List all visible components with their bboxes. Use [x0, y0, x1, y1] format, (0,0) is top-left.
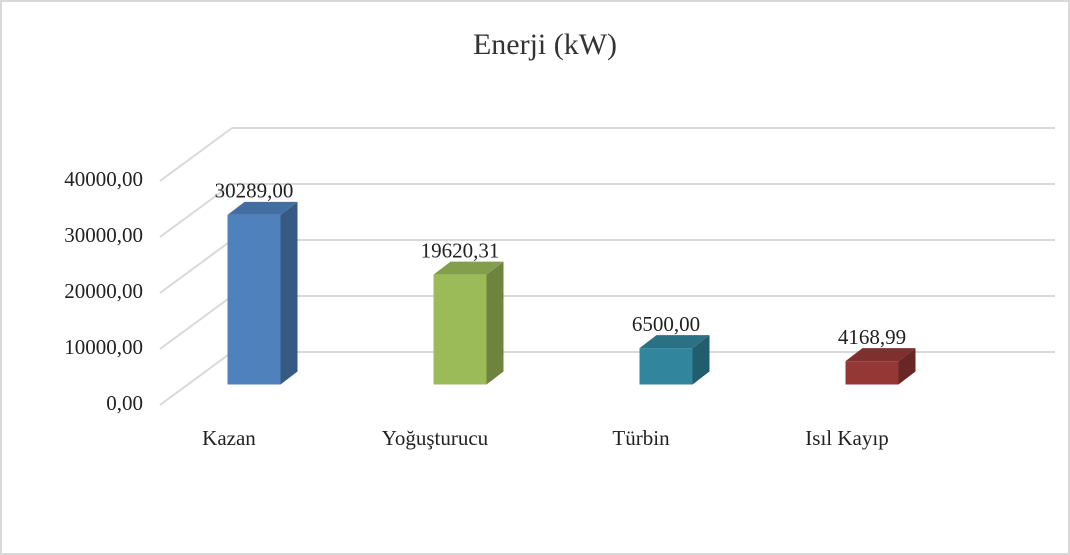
bar-top [433, 261, 504, 275]
y-tick-label: 0,00 [106, 391, 143, 415]
bar [639, 348, 693, 385]
bar-top [845, 348, 916, 362]
bar-top [227, 201, 298, 215]
chart-title: Enerji (kW) [473, 28, 617, 61]
value-label: 30289,00 [215, 179, 294, 203]
bar [433, 274, 487, 385]
x-tick-label: Isıl Kayıp [805, 426, 888, 450]
y-tick-label: 40000,00 [64, 167, 143, 191]
value-label: 4168,99 [838, 325, 906, 349]
bar-side [692, 335, 710, 385]
value-label: 19620,31 [421, 238, 500, 262]
bar-side [898, 348, 916, 385]
x-tick-label: Yoğuşturucu [382, 426, 489, 450]
grid-line [159, 127, 233, 182]
grid-line [159, 351, 233, 406]
value-label: 6500,00 [632, 312, 700, 336]
grid-line [159, 239, 233, 294]
y-tick-label: 10000,00 [64, 335, 143, 359]
grid-line [159, 183, 233, 238]
bar [227, 214, 281, 385]
y-tick-label: 20000,00 [64, 279, 143, 303]
y-tick-label: 30000,00 [64, 223, 143, 247]
grid-line [159, 295, 233, 350]
bar [845, 361, 899, 385]
bar-top [639, 335, 710, 349]
x-tick-label: Kazan [202, 426, 256, 450]
bar-side [486, 261, 504, 385]
x-tick-label: Türbin [612, 426, 670, 450]
bar-side [280, 201, 298, 385]
